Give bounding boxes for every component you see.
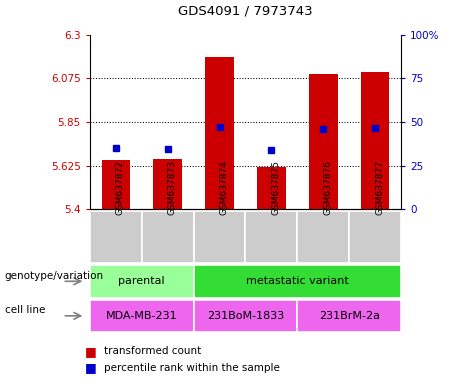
Bar: [361, 73, 390, 209]
Text: GSM637875: GSM637875: [272, 161, 280, 215]
Text: percentile rank within the sample: percentile rank within the sample: [104, 363, 280, 373]
Text: GSM637877: GSM637877: [375, 161, 384, 215]
Bar: [205, 57, 234, 209]
Text: metastatic variant: metastatic variant: [246, 276, 349, 286]
Text: ■: ■: [85, 361, 97, 374]
Text: ■: ■: [85, 345, 97, 358]
Bar: [349, 211, 401, 263]
Text: MDA-MB-231: MDA-MB-231: [106, 311, 177, 321]
Text: parental: parental: [118, 276, 165, 286]
Bar: [194, 265, 401, 298]
Text: transformed count: transformed count: [104, 346, 201, 356]
Text: genotype/variation: genotype/variation: [5, 270, 104, 281]
Bar: [245, 211, 297, 263]
Bar: [154, 159, 182, 209]
Bar: [90, 211, 142, 263]
Text: GSM637876: GSM637876: [323, 161, 332, 215]
Bar: [194, 300, 297, 332]
Text: 231BrM-2a: 231BrM-2a: [319, 311, 380, 321]
Bar: [297, 300, 401, 332]
Text: GDS4091 / 7973743: GDS4091 / 7973743: [178, 4, 313, 17]
Text: GSM637873: GSM637873: [168, 161, 177, 215]
Bar: [142, 211, 194, 263]
Text: GSM637874: GSM637874: [219, 161, 229, 215]
Text: 231BoM-1833: 231BoM-1833: [207, 311, 284, 321]
Bar: [257, 167, 286, 209]
Text: GSM637872: GSM637872: [116, 161, 125, 215]
Bar: [297, 211, 349, 263]
Bar: [101, 160, 130, 209]
Bar: [309, 74, 337, 209]
Bar: [90, 265, 194, 298]
Bar: [90, 300, 194, 332]
Bar: [194, 211, 245, 263]
Text: cell line: cell line: [5, 305, 45, 315]
